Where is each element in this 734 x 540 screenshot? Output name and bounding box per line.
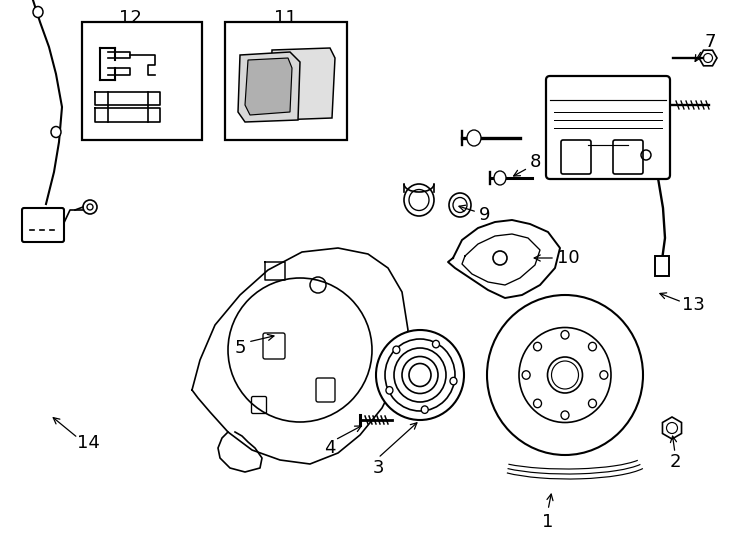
Ellipse shape bbox=[33, 6, 43, 17]
Polygon shape bbox=[270, 48, 335, 120]
FancyBboxPatch shape bbox=[546, 76, 670, 179]
Text: 7: 7 bbox=[704, 33, 716, 51]
Ellipse shape bbox=[393, 346, 400, 354]
Text: 13: 13 bbox=[682, 296, 705, 314]
Ellipse shape bbox=[51, 126, 61, 138]
Ellipse shape bbox=[467, 130, 481, 146]
FancyBboxPatch shape bbox=[561, 140, 591, 174]
Text: 3: 3 bbox=[372, 459, 384, 477]
Text: 12: 12 bbox=[119, 9, 142, 27]
Bar bbox=[649, 139, 659, 153]
Bar bbox=[82, 22, 202, 140]
Text: 14: 14 bbox=[76, 434, 99, 452]
Text: 2: 2 bbox=[669, 453, 680, 471]
Bar bbox=[225, 22, 347, 140]
Ellipse shape bbox=[376, 330, 464, 420]
FancyBboxPatch shape bbox=[613, 140, 643, 174]
FancyBboxPatch shape bbox=[22, 208, 64, 242]
Polygon shape bbox=[238, 52, 300, 122]
Text: 4: 4 bbox=[324, 439, 335, 457]
Bar bbox=[655, 256, 669, 276]
Ellipse shape bbox=[432, 340, 440, 348]
Text: 10: 10 bbox=[556, 249, 579, 267]
Text: 8: 8 bbox=[529, 153, 541, 171]
Ellipse shape bbox=[386, 387, 393, 394]
Polygon shape bbox=[245, 58, 292, 115]
Ellipse shape bbox=[421, 406, 428, 414]
Text: 9: 9 bbox=[479, 206, 491, 224]
Ellipse shape bbox=[494, 171, 506, 185]
Text: 1: 1 bbox=[542, 513, 553, 531]
Text: 6: 6 bbox=[654, 153, 666, 171]
Ellipse shape bbox=[450, 377, 457, 385]
Bar bbox=[647, 148, 661, 166]
Text: 11: 11 bbox=[274, 9, 297, 27]
Text: 5: 5 bbox=[234, 339, 246, 357]
